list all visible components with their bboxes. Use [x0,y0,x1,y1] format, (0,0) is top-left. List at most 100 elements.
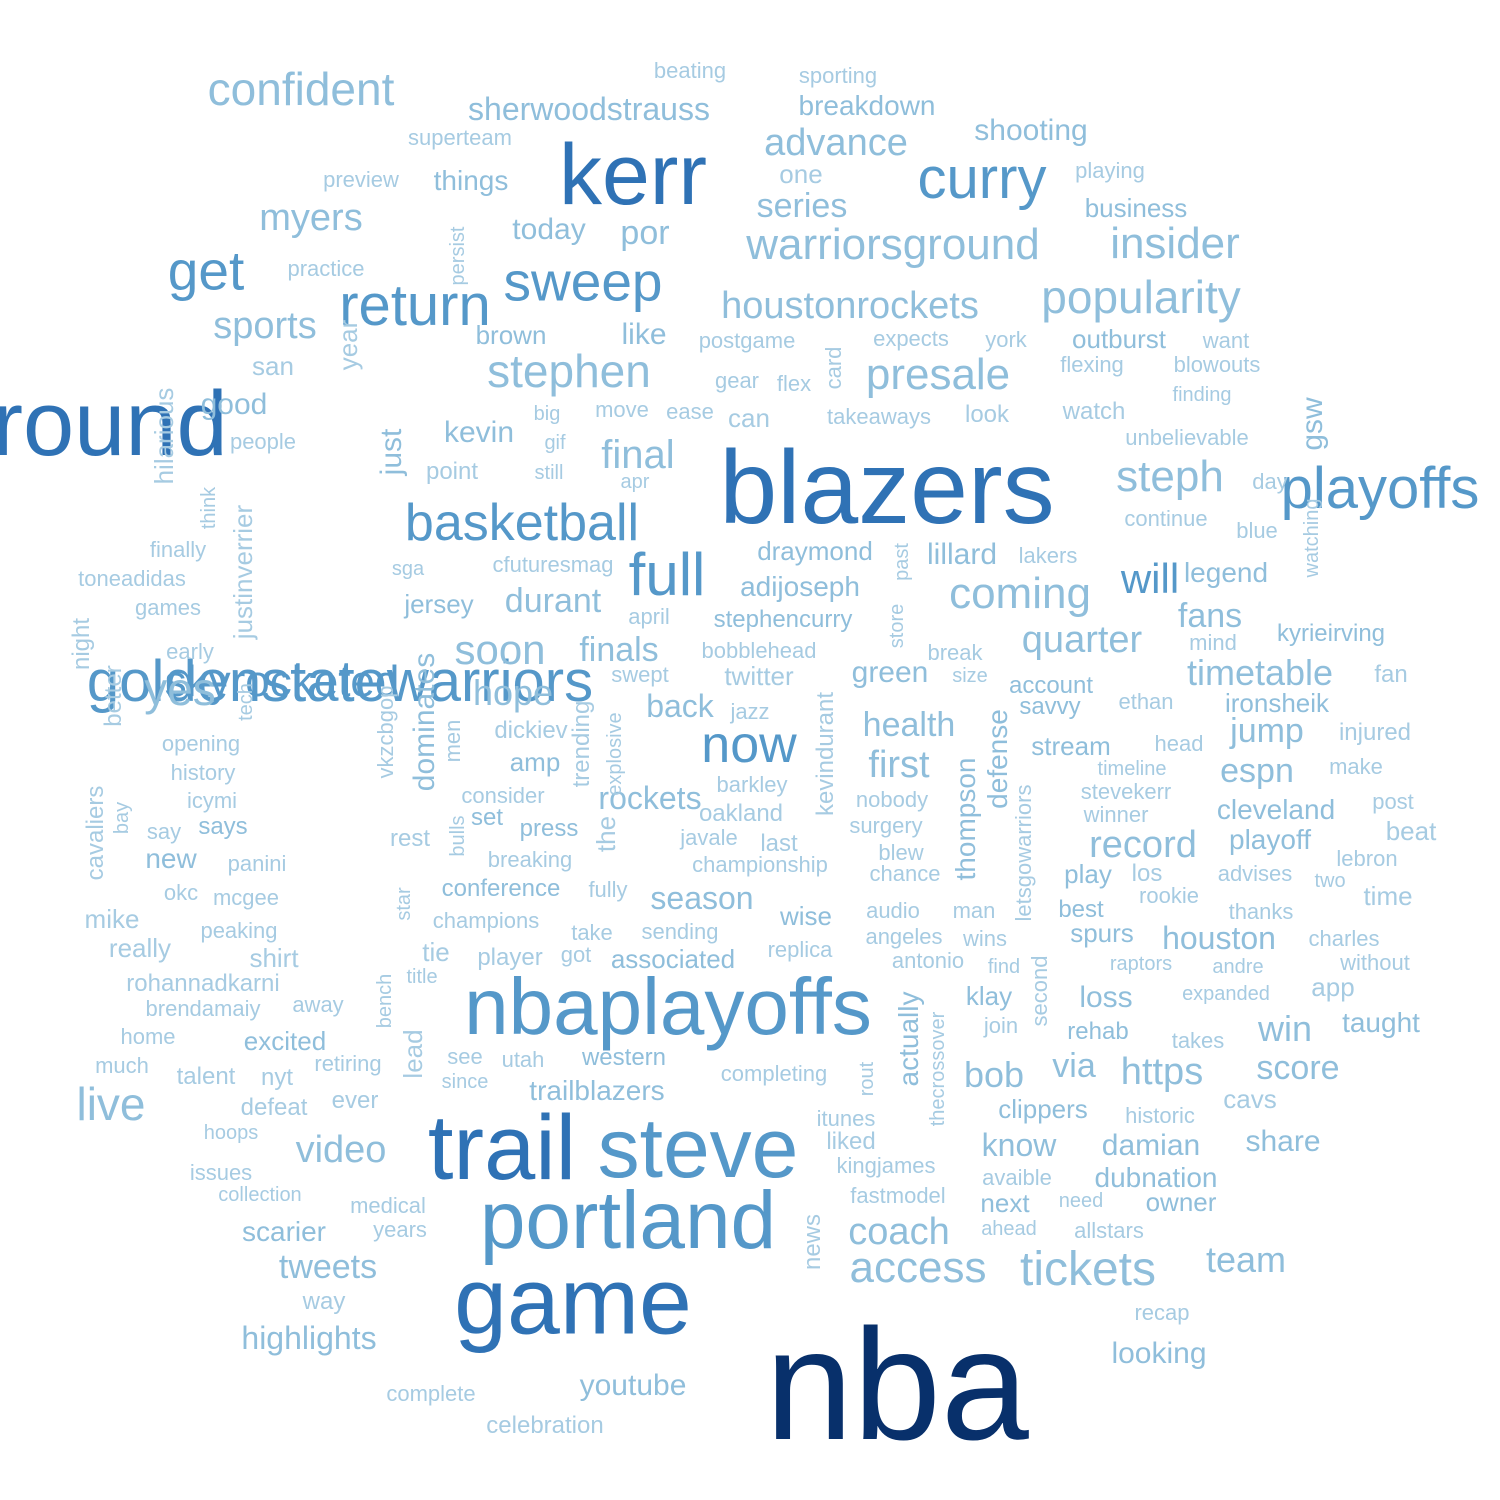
word-series: series [756,187,848,225]
word-historic: historic [1125,1103,1195,1128]
word-know: know [981,1127,1057,1163]
word-warriorsground: warriorsground [746,220,1040,269]
word-retiring: retiring [314,1051,382,1076]
word-finding: finding [1172,384,1232,406]
word-expects: expects [873,326,949,351]
word-green: green [851,656,929,689]
word-stream: stream [1031,731,1111,761]
word-confident: confident [207,63,395,115]
word-nyt: nyt [260,1064,294,1091]
word-excited: excited [243,1026,327,1056]
word-looking: looking [1111,1337,1207,1370]
word-utah: utah [501,1047,545,1072]
word-shooting: shooting [974,114,1088,147]
word-kerr: kerr [558,127,708,223]
word-share: share [1245,1125,1321,1158]
word-finals: finals [579,631,659,669]
word-toneadidas: toneadidas [78,566,186,591]
word-set: set [470,804,504,831]
word-blazers: blazers [719,430,1055,546]
word-past: past [891,543,913,581]
word-playing: playing [1075,158,1145,183]
word-via: via [1052,1047,1096,1085]
word-title: title [406,966,438,988]
word-takes: takes [1171,1028,1225,1053]
word-continue: continue [1124,506,1208,531]
word-oakland: oakland [698,800,784,827]
word-coach: coach [848,1211,950,1253]
word-watching: watching [1301,498,1323,578]
word-damian: damian [1101,1129,1201,1162]
word-medical: medical [350,1193,426,1218]
word-sga: sga [391,558,425,580]
word-day: day [1252,469,1288,494]
word-legend: legend [1183,557,1269,588]
word-want: want [1202,328,1250,353]
word-outburst: outburst [1072,324,1166,354]
word-things: things [433,165,509,196]
word-san: san [252,351,294,381]
word-rout: rout [856,1061,878,1097]
word-clippers: clippers [998,1094,1088,1124]
word-new: new [145,843,197,874]
word-nba: nba [765,1297,1029,1473]
word-gear: gear [714,368,760,393]
word-look: look [964,401,1010,428]
word-still: still [534,462,564,484]
word-fan: fan [1374,661,1408,688]
word-point: point [425,458,479,485]
word-trailblazers: trailblazers [529,1075,665,1106]
word-presale: presale [865,350,1011,399]
word-playoff: playoff [1229,824,1311,855]
word-injured: injured [1338,719,1412,746]
word-account: account [1008,672,1094,699]
word-apr: apr [620,471,650,493]
word-hilarious: hilarious [149,387,179,485]
word-avaible: avaible [982,1165,1052,1190]
word-head: head [1154,731,1204,756]
word-dickiev: dickiev [494,717,568,744]
word-ease: ease [666,399,714,424]
word-blowouts: blowouts [1173,352,1261,377]
word-complete: complete [386,1381,476,1406]
word-thanks: thanks [1228,899,1294,924]
word-sports: sports [213,305,317,347]
word-mind: mind [1189,630,1237,655]
word-press: press [519,815,579,842]
word-business: business [1084,193,1188,223]
word-persist: persist [447,226,469,286]
word-health: health [862,706,956,744]
word-bench: bench [374,973,396,1029]
word-watch: watch [1062,398,1126,425]
word-the: the [591,815,621,853]
word-shirt: shirt [249,943,299,973]
word-yes: yes [144,663,216,715]
word-andre: andre [1212,956,1264,978]
word-actually: actually [893,991,924,1087]
word-kyrieirving: kyrieirving [1276,620,1386,647]
word-barkley: barkley [716,772,788,797]
word-kevindurant: kevindurant [812,691,839,817]
word-one: one [779,159,823,189]
word-score: score [1256,1049,1340,1087]
word-houstonrockets: houstonrockets [721,285,979,327]
word-trending: trending [568,700,595,788]
word-draymond: draymond [757,536,873,566]
word-dominates: dominates [408,652,441,792]
word-brendamaiy: brendamaiy [145,996,261,1021]
word-tweets: tweets [278,1248,378,1286]
word-nbaplayoffs: nbaplayoffs [464,962,872,1051]
word-completing: completing [720,1061,828,1086]
word-rohannadkarni: rohannadkarni [126,970,280,997]
word-defense: defense [982,709,1013,809]
word-video: video [295,1129,387,1171]
word-thompson: thompson [950,757,981,881]
word-timeline: timeline [1097,758,1167,780]
word-taught: taught [1342,1007,1420,1038]
word-cleveland: cleveland [1216,794,1336,825]
word-champions: champions [432,908,540,933]
word-much: much [95,1053,149,1078]
word-amp: amp [509,747,561,777]
word-championship: championship [692,852,828,877]
